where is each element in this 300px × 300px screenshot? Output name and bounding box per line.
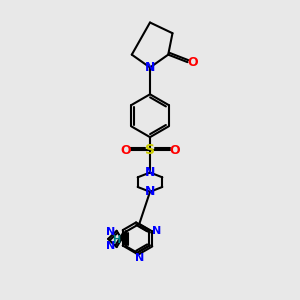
Text: O: O bbox=[169, 143, 179, 157]
Text: N: N bbox=[106, 241, 115, 251]
Text: N: N bbox=[145, 166, 155, 179]
Text: N: N bbox=[106, 226, 115, 237]
Text: N: N bbox=[135, 253, 144, 263]
Text: N: N bbox=[145, 61, 155, 74]
Text: S: S bbox=[145, 143, 155, 157]
Text: H: H bbox=[112, 235, 120, 245]
Text: O: O bbox=[187, 56, 197, 69]
Text: O: O bbox=[121, 143, 131, 157]
Text: N: N bbox=[152, 226, 162, 236]
Text: N: N bbox=[145, 185, 155, 198]
